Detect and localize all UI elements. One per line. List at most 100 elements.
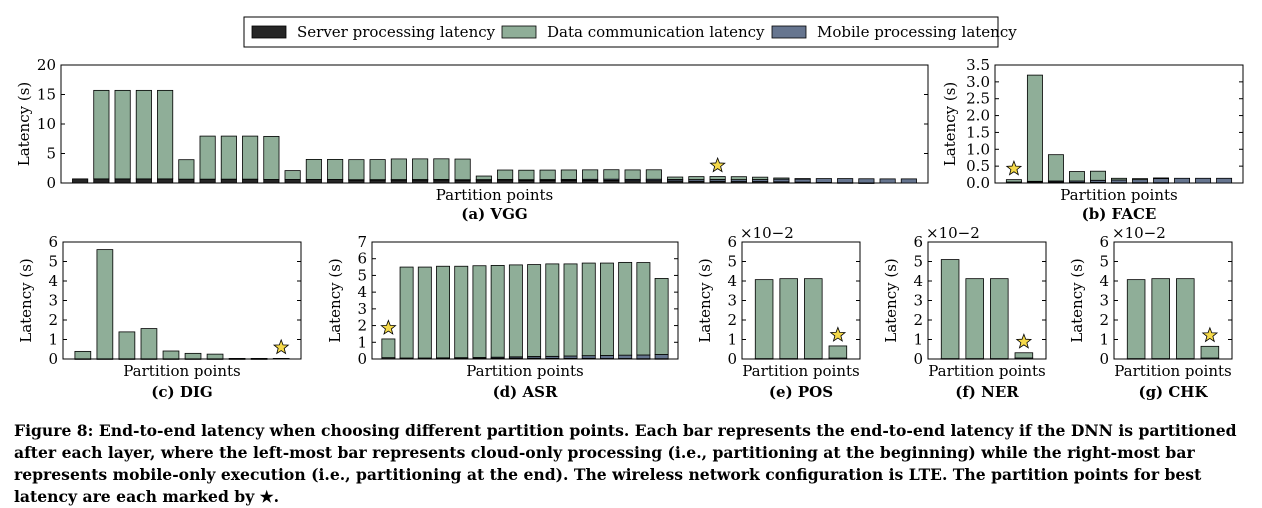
y-tick-label: 2: [357, 317, 367, 335]
y-tick-label: 4: [357, 283, 367, 301]
y-tick-label: 3: [48, 292, 58, 310]
x-axis-label: Partition points: [1114, 362, 1231, 380]
y-tick-label: 3: [357, 300, 367, 318]
bar-communication: [412, 158, 429, 180]
y-tick-label: 3.5: [966, 56, 990, 74]
bar-communication: [624, 169, 641, 180]
bar-communication: [454, 158, 471, 181]
y-tick-label: 2: [48, 311, 58, 329]
bar-server: [72, 178, 89, 184]
bar-server: [93, 178, 110, 184]
bar-communication: [527, 264, 542, 357]
chart-face: 0.00.51.01.52.02.53.03.5 Latency (s) Parti…: [941, 56, 1244, 223]
bar-communication: [828, 345, 848, 359]
x-axis-label: Partition points: [436, 186, 553, 204]
y-tick-label: 0: [727, 350, 737, 368]
bar-communication: [184, 352, 202, 360]
legend: Server processing latency Data communica…: [243, 16, 1017, 48]
panel-title: (b) FACE: [1082, 205, 1157, 223]
bar-communication: [508, 264, 523, 358]
y-tick-label: 5: [727, 253, 737, 271]
bar-communication: [773, 177, 790, 180]
y-tick-label: 0: [913, 350, 923, 368]
bar-server: [199, 178, 216, 184]
bar-communication: [475, 175, 492, 180]
y-tick-label: 2.0: [966, 107, 990, 125]
bar-communication: [794, 178, 811, 180]
bar-communication: [1176, 278, 1195, 360]
bar-communication: [1151, 278, 1170, 360]
y-tick-label: 6: [727, 233, 737, 251]
bar-mobile: [1216, 177, 1233, 184]
legend-swatch-server: [251, 25, 287, 39]
bar-communication: [636, 262, 651, 356]
bar-server: [327, 179, 344, 184]
bar-communication: [96, 249, 114, 360]
bar-communication: [369, 159, 386, 181]
bar-mobile: [815, 178, 832, 183]
bar-mobile: [272, 358, 290, 360]
bar-communication: [709, 176, 726, 180]
bar-mobile: [1153, 178, 1169, 184]
best-star-icon: [709, 156, 726, 173]
y-exponent-label: ×10−2: [740, 224, 794, 242]
panel-title: (d) ASR: [493, 383, 558, 401]
y-axis-label: Latency (s): [1068, 258, 1086, 343]
bar-communication: [804, 278, 823, 360]
bar-communication: [1153, 177, 1169, 180]
bar-server: [178, 178, 195, 184]
bar-communication: [667, 176, 684, 180]
y-tick-label: 1: [357, 333, 367, 351]
legend-label-mobile: Mobile processing latency: [817, 23, 1017, 41]
bar-mobile: [858, 178, 875, 184]
bar-communication: [1200, 345, 1220, 359]
bar-mobile: [1132, 179, 1148, 184]
y-tick-label: 0.5: [966, 157, 990, 175]
y-tick-label: 4: [913, 272, 923, 290]
bar-server: [242, 178, 259, 184]
caption-prefix: Figure 8:: [14, 421, 94, 440]
bar-mobile: [900, 178, 917, 184]
bar-communication: [327, 158, 344, 180]
bar-communication: [228, 358, 246, 360]
bar-communication: [518, 169, 535, 181]
chart-ner: 01 23 45 6 ×10−2 Latency (s) Partition points (…: [882, 224, 1047, 401]
bar-communication: [1014, 352, 1034, 359]
bar-server: [135, 178, 152, 184]
bar-mobile: [581, 355, 596, 359]
y-axis-label: Latency (s): [17, 258, 35, 343]
bar-communication: [1126, 279, 1146, 360]
legend-frame: [243, 16, 999, 48]
legend-label-communication: Data communication latency: [547, 23, 765, 41]
y-axis-label: Latency (s): [882, 258, 900, 343]
bar-communication: [348, 159, 365, 181]
bar-communication: [242, 135, 259, 180]
bar-mobile: [1174, 177, 1191, 184]
y-tick-label: 2: [727, 311, 737, 329]
bar-communication: [603, 169, 620, 180]
bar-communication: [250, 358, 268, 360]
x-axis-label: Partition points: [928, 362, 1045, 380]
bar-communication: [206, 353, 224, 360]
legend-swatch-mobile: [771, 25, 807, 39]
bar-communication: [497, 169, 514, 180]
y-tick-label: 5: [48, 253, 58, 271]
bar-communication: [490, 264, 505, 358]
y-axis-label: Latency (s): [696, 258, 714, 343]
caption-text: End-to-end latency when choosing differe…: [14, 421, 1237, 506]
bar-communication: [381, 338, 396, 359]
bar-communication: [472, 265, 487, 358]
y-tick-label: 3: [727, 292, 737, 310]
bar-communication: [436, 265, 450, 359]
y-tick-label: 4: [48, 272, 58, 290]
y-tick-label: 1: [727, 331, 737, 349]
bar-mobile: [654, 354, 669, 360]
y-tick-label: 0: [357, 350, 367, 368]
y-tick-label: 6: [48, 233, 58, 251]
bar-communication: [284, 170, 301, 180]
best-star-icon: [272, 338, 290, 355]
bar-communication: [563, 263, 578, 357]
bar-communication: [93, 89, 110, 180]
